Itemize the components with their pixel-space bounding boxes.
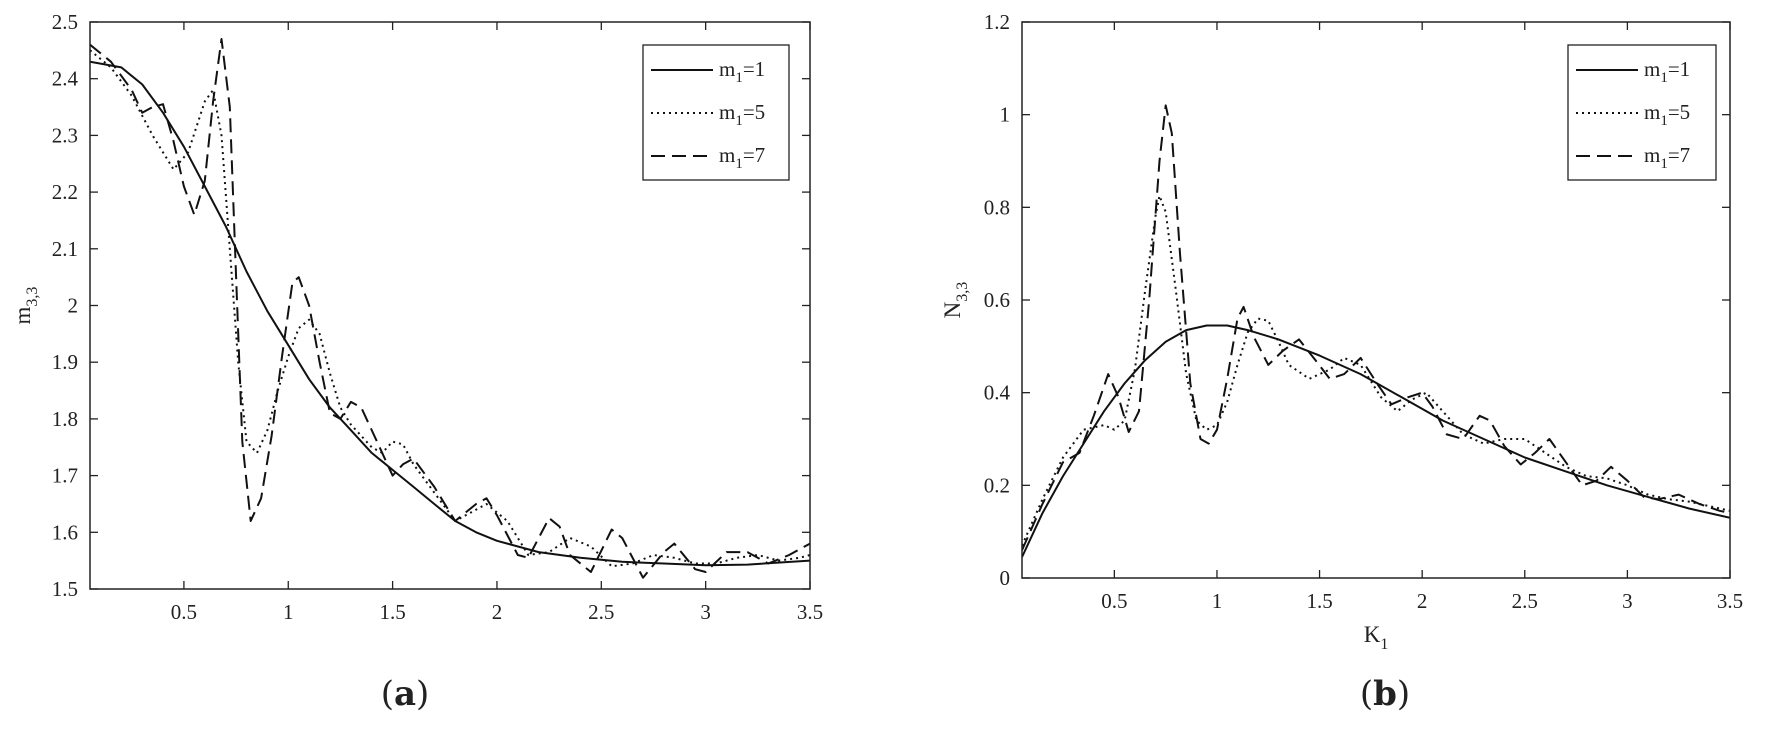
x-tick-label: 1.5 [1306,589,1332,613]
legend-label-1: m1=1 [719,57,765,86]
series-line-1 [90,60,810,567]
panel-caption: (b) [1360,674,1410,714]
y-tick-label: 1.7 [52,464,78,488]
legend: m1=1 m1=5 m1=7 [642,44,790,181]
x-tick-label: 3 [700,600,711,624]
legend-label-2: m1=5 [1644,100,1690,129]
y-tick-label: 2 [68,294,79,318]
x-tick-label: 2 [1417,589,1428,613]
x-tick-label: 3 [1622,589,1633,613]
series-line-3 [1022,104,1730,551]
x-tick-label: 2.5 [588,600,614,624]
x-tick-label: 0.5 [171,600,197,624]
x-tick-label: 1 [283,600,294,624]
y-tick-label: 2.3 [52,123,78,147]
x-tick-label: 3.5 [1717,589,1743,613]
y-tick-label: 2.1 [52,237,78,261]
legend-box [1567,44,1717,181]
legend: m1=1 m1=5 m1=7 [1567,44,1717,181]
y-tick-label: 1.9 [52,350,78,374]
y-tick-label: 0.2 [984,473,1010,497]
chart-panel-b: 0.5 1 1.5 2 2.5 3 3.5 0 0.2 0.4 0.6 0.8 1 1.2 N3,3 K1 m1… [940,10,1743,714]
series-line-3 [90,38,810,579]
y-tick-label: 0 [1000,566,1011,590]
series-line-2 [1022,194,1730,547]
y-tick-label: 1.2 [984,10,1010,34]
legend-label-3: m1=7 [1644,143,1690,172]
legend-box [642,44,790,181]
y-tick-label: 1.5 [52,577,78,601]
x-tick-label: 0.5 [1101,589,1127,613]
x-tick-label: 3.5 [797,600,823,624]
x-axis-label: K1 [1364,622,1389,653]
legend-label-1: m1=1 [1644,57,1690,86]
x-tick-label: 2 [492,600,503,624]
legend-label-3: m1=7 [719,143,765,172]
y-tick-label: 2.2 [52,180,78,204]
x-tick-label: 1 [1212,589,1223,613]
y-tick-label: 1.6 [52,520,78,544]
y-tick-label: 1 [1000,103,1011,127]
panel-caption: (a) [381,674,430,714]
y-axis-label: N3,3 [940,282,971,319]
series-line-1 [1022,324,1730,558]
y-axis-label: m3,3 [10,287,41,325]
x-tick-label: 2.5 [1512,589,1538,613]
chart-panel-a: 0.5 1 1.5 2 2.5 3 3.5 1.5 1.6 1.7 1.8 1.9 2 2.1 2.2 2.3… [10,10,823,714]
x-tick-label: 1.5 [379,600,405,624]
y-tick-label: 0.8 [984,195,1010,219]
y-tick-label: 1.8 [52,407,78,431]
legend-label-2: m1=5 [719,100,765,129]
y-tick-label: 2.5 [52,10,78,34]
y-tick-label: 0.4 [984,381,1011,405]
y-tick-label: 0.6 [984,288,1010,312]
y-tick-label: 2.4 [52,67,79,91]
